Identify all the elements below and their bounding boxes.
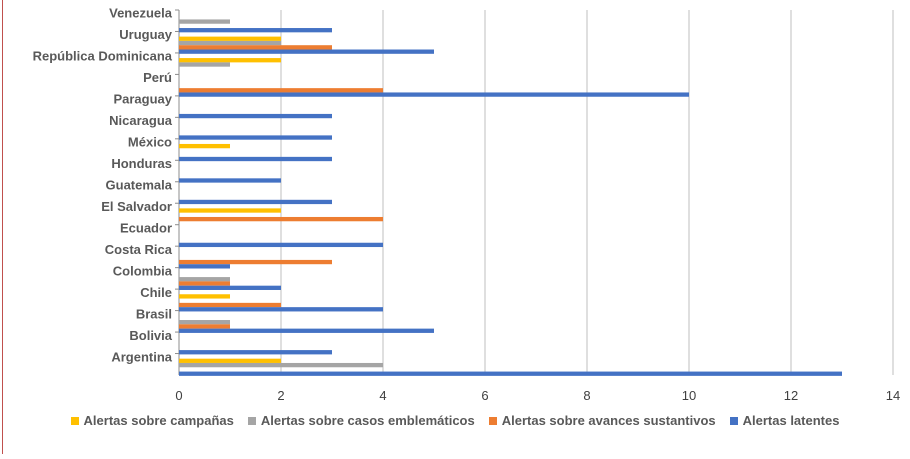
bar	[179, 281, 230, 286]
legend-item: Alertas sobre casos emblemáticos	[247, 413, 475, 428]
bar	[179, 58, 281, 63]
bar	[179, 216, 383, 222]
x-tick-label: 10	[682, 388, 696, 403]
category-label: Argentina	[111, 349, 172, 364]
category-label: Honduras	[111, 156, 172, 171]
legend-swatch	[247, 416, 256, 425]
bar	[179, 350, 332, 355]
bar	[179, 40, 281, 46]
legend-label: Alertas sobre campañas	[83, 413, 234, 428]
bar	[179, 28, 332, 33]
label-layer: 0 2 4 6 8 10 12 14 Argentina Bolivia Brasil Chile Co…	[33, 6, 901, 403]
bar	[179, 264, 230, 269]
bar-layer	[179, 19, 842, 376]
x-tick-label: 2	[277, 388, 284, 403]
legend-label: Alertas sobre avances sustantivos	[501, 413, 716, 428]
category-label: Chile	[140, 285, 172, 300]
bar	[179, 135, 332, 140]
legend-swatch	[729, 416, 738, 425]
bar	[179, 62, 230, 67]
category-label: El Salvador	[101, 199, 172, 214]
legend-label: Alertas sobre casos emblemáticos	[260, 413, 475, 428]
legend: Alertas sobre campañas Alertas sobre caso…	[0, 413, 910, 428]
category-label: Ecuador	[120, 220, 172, 235]
bar	[179, 49, 434, 54]
bar	[179, 113, 332, 119]
bar	[179, 208, 281, 213]
legend-swatch	[70, 416, 79, 425]
legend-swatch	[488, 416, 497, 425]
bar	[179, 371, 842, 376]
x-tick-label: 6	[481, 388, 488, 403]
category-label: Costa Rica	[105, 242, 173, 257]
x-tick-label: 8	[583, 388, 590, 403]
bar	[179, 285, 281, 290]
bar	[179, 307, 383, 312]
bar	[179, 324, 230, 329]
category-label: Uruguay	[119, 27, 173, 42]
bar	[179, 19, 230, 24]
bar	[179, 199, 332, 205]
bar	[179, 178, 281, 183]
bar	[179, 143, 230, 149]
frame-left-rule	[2, 0, 3, 454]
bar	[179, 36, 281, 41]
category-label: Bolivia	[129, 328, 172, 343]
bar	[179, 259, 332, 265]
legend-label: Alertas latentes	[742, 413, 840, 428]
category-label: Guatemala	[106, 178, 173, 193]
bar	[179, 328, 434, 333]
bar	[179, 277, 230, 282]
bar	[179, 294, 230, 299]
x-tick-label: 0	[175, 388, 182, 403]
category-label: República Dominicana	[33, 49, 173, 64]
legend-item: Alertas sobre campañas	[70, 413, 234, 428]
legend-item: Alertas latentes	[729, 413, 840, 428]
x-tick-label: 12	[784, 388, 798, 403]
category-label: Nicaragua	[109, 113, 173, 128]
category-label: Colombia	[113, 263, 173, 278]
bar	[179, 358, 281, 363]
category-label: México	[128, 135, 172, 150]
grid-layer	[175, 9, 894, 375]
x-tick-label: 14	[886, 388, 900, 403]
category-label: Perú	[143, 70, 172, 85]
category-label: Venezuela	[109, 6, 173, 21]
x-tick-label: 4	[379, 388, 386, 403]
category-label: Paraguay	[113, 92, 172, 107]
category-label: Brasil	[136, 306, 172, 321]
bar	[179, 156, 332, 162]
bar	[179, 320, 230, 325]
bar	[179, 92, 689, 97]
bar	[179, 362, 383, 368]
bar	[179, 88, 383, 93]
bar	[179, 45, 332, 50]
legend-item: Alertas sobre avances sustantivos	[488, 413, 716, 428]
bar	[179, 242, 383, 248]
bar	[179, 302, 281, 308]
